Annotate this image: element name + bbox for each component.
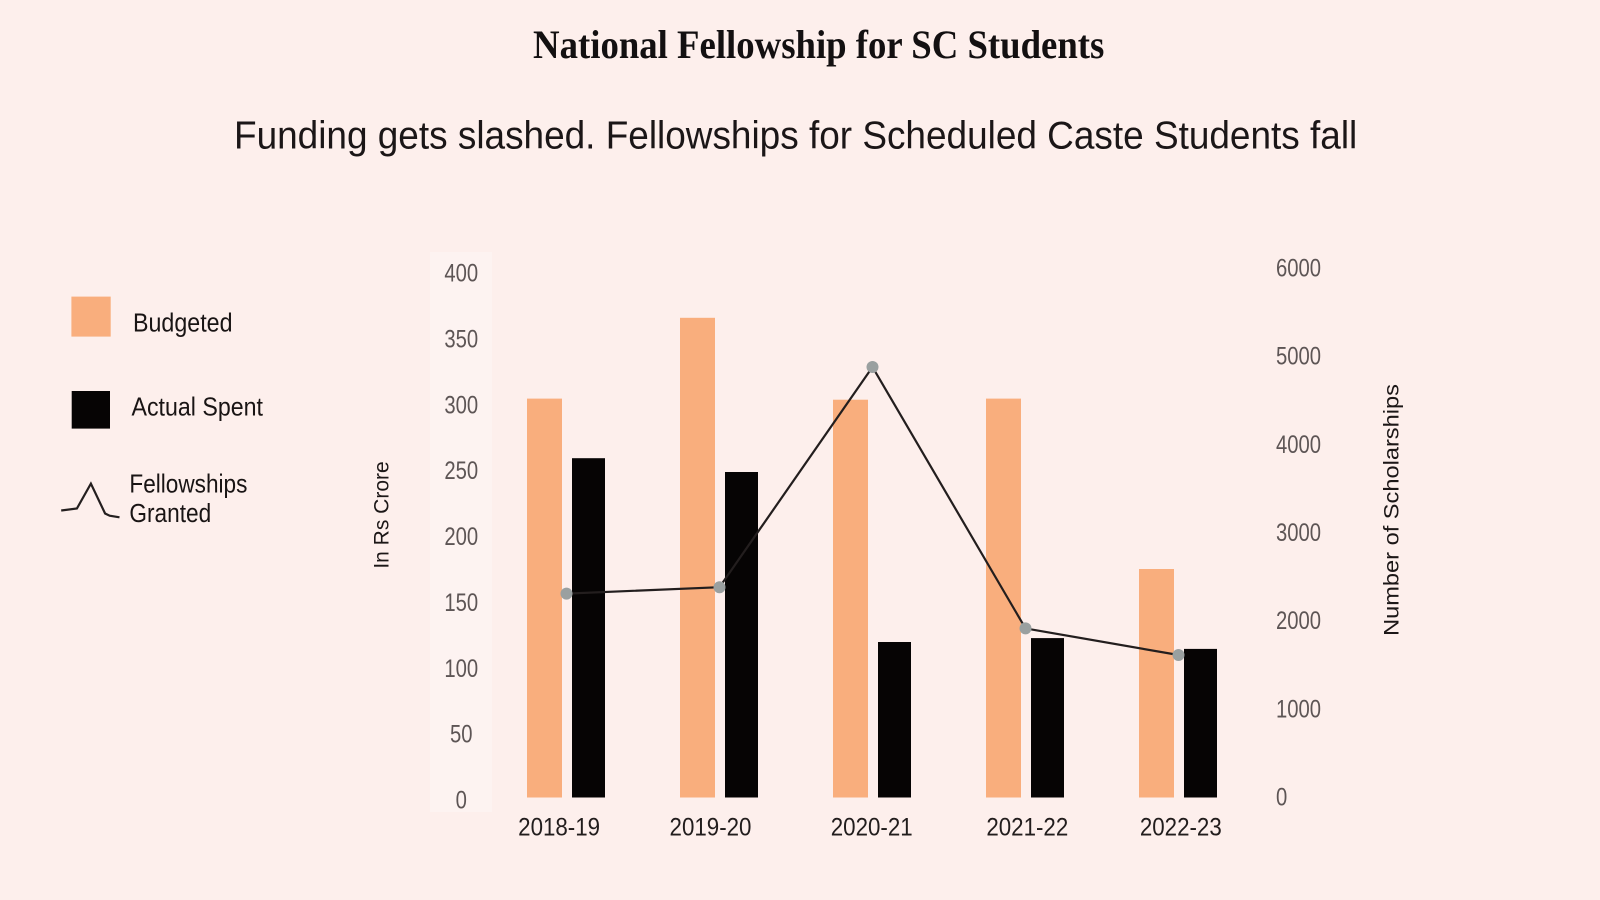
- svg-text:150: 150: [444, 588, 478, 617]
- svg-text:200: 200: [444, 522, 478, 551]
- svg-text:5000: 5000: [1276, 342, 1321, 371]
- svg-text:Budgeted: Budgeted: [133, 309, 233, 337]
- svg-text:2020-21: 2020-21: [831, 814, 913, 841]
- svg-text:300: 300: [444, 390, 478, 419]
- svg-text:In Rs Crore: In Rs Crore: [371, 461, 394, 568]
- svg-text:National Fellowship for SC Stu: National Fellowship for SC Students: [533, 23, 1104, 67]
- svg-text:250: 250: [444, 456, 478, 485]
- svg-text:3000: 3000: [1276, 518, 1321, 547]
- svg-text:400: 400: [444, 258, 478, 287]
- svg-text:6000: 6000: [1276, 253, 1321, 282]
- svg-text:Fellowships: Fellowships: [129, 470, 247, 499]
- svg-text:4000: 4000: [1276, 430, 1321, 459]
- svg-text:1000: 1000: [1276, 694, 1321, 723]
- svg-text:2019-20: 2019-20: [670, 814, 752, 841]
- svg-text:0: 0: [1276, 782, 1287, 811]
- svg-text:2000: 2000: [1276, 606, 1321, 635]
- svg-text:2021-22: 2021-22: [986, 814, 1068, 841]
- svg-text:350: 350: [444, 324, 478, 353]
- svg-text:Funding gets slashed. Fellowsh: Funding gets slashed. Fellowships for Sc…: [234, 114, 1357, 157]
- svg-text:2022-23: 2022-23: [1140, 814, 1222, 841]
- svg-text:100: 100: [444, 654, 478, 683]
- svg-text:Granted: Granted: [129, 500, 211, 529]
- svg-text:0: 0: [456, 785, 467, 814]
- svg-text:Actual Spent: Actual Spent: [132, 393, 264, 421]
- svg-text:50: 50: [450, 720, 473, 749]
- svg-text:2018-19: 2018-19: [518, 814, 600, 841]
- svg-text:Number of Scholarships: Number of Scholarships: [1380, 384, 1404, 636]
